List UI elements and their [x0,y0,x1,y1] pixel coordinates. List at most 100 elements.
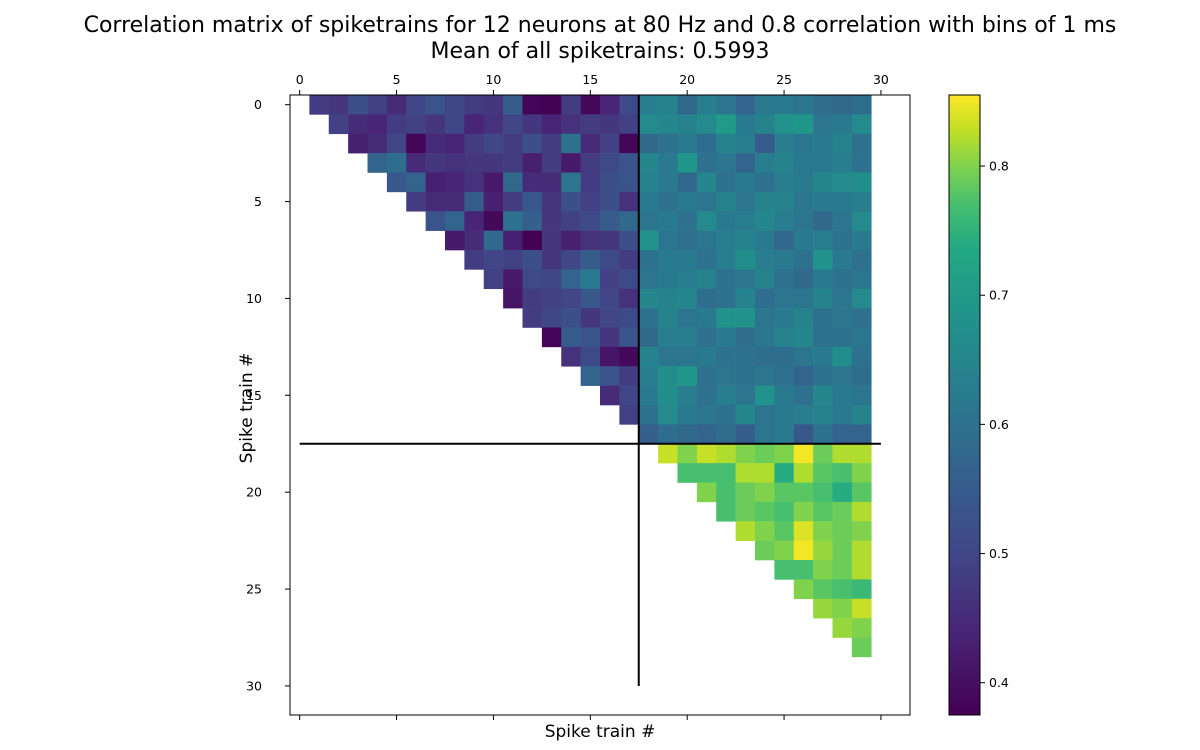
heatmap-cell [716,95,736,115]
heatmap-cell [600,153,620,173]
heatmap-cell [600,250,620,270]
heatmap-cell [367,114,388,135]
heatmap-cell [445,153,465,173]
heatmap-cell [638,308,659,328]
heatmap-cell [851,521,872,541]
heatmap-cell [658,114,678,135]
heatmap-cell [774,153,795,173]
heatmap-cell [813,598,833,619]
heatmap-cell [851,560,872,580]
heatmap-cell [793,579,814,600]
heatmap-cell [793,114,814,135]
heatmap-cell [561,346,581,367]
heatmap-cell [406,114,426,135]
heatmap-cell [561,95,581,115]
heatmap-cell [638,250,659,270]
heatmap-cell [832,327,853,348]
chart-subtitle: Mean of all spiketrains: 0.5993 [431,39,770,64]
heatmap-cell [696,269,717,290]
heatmap-cell [851,133,872,154]
heatmap-cell [367,95,388,115]
heatmap-cell [367,133,388,154]
heatmap-cell [638,405,659,425]
heatmap-cell [600,95,620,115]
heatmap-cell [851,501,872,522]
heatmap-cell [600,366,620,386]
y-tick-label: 5 [254,194,262,209]
heatmap-cell [658,308,678,328]
heatmap-cell [541,308,562,328]
heatmap-cell [774,424,795,445]
heatmap-cell [735,385,756,406]
heatmap-cell [696,211,717,231]
heatmap-cell [483,153,504,173]
heatmap-cell [561,230,581,251]
heatmap-cell [677,463,698,483]
heatmap-cell [755,327,775,348]
heatmap-cell [774,560,795,580]
heatmap-cell [638,346,659,367]
heatmap-cell [483,95,504,115]
heatmap-cell [735,269,756,290]
x-tick-label: 25 [776,72,792,87]
heatmap-cell [696,308,717,328]
x-axis-ticks: 0 5 10 15 20 25 30 [296,72,889,720]
heatmap-cell [832,540,853,561]
heatmap-cell [716,133,736,154]
heatmap-cell [774,540,795,561]
heatmap-cell [600,327,620,348]
heatmap-cell [696,288,717,309]
heatmap-cell [503,288,523,309]
heatmap-cell [600,230,620,251]
heatmap-cell [677,95,698,115]
heatmap-cell [774,443,795,464]
heatmap-cell [445,172,465,193]
heatmap-cell [832,405,853,425]
heatmap-cell [716,269,736,290]
heatmap-cell [522,288,543,309]
heatmap-cell [832,153,853,173]
heatmap-cell [580,346,601,367]
heatmap-cell [735,288,756,309]
heatmap-cell [793,230,814,251]
x-tick-label: 15 [582,72,598,87]
heatmap-cell [832,560,853,580]
colorbar-tick-label: 0.5 [989,546,1009,561]
heatmap-cell [755,269,775,290]
heatmap-cell [561,269,581,290]
heatmap-cell [464,191,485,212]
heatmap-cell [716,443,736,464]
heatmap-cell [774,269,795,290]
heatmap-cell [735,191,756,212]
heatmap-cell [832,288,853,309]
heatmap-cell [367,153,388,173]
heatmap-cells [309,95,872,658]
heatmap-cell [425,114,446,135]
heatmap-cell [716,366,736,386]
heatmap-cell [386,95,407,115]
heatmap-cell [735,250,756,270]
heatmap-cell [638,95,659,115]
heatmap-cell [851,269,872,290]
heatmap-cell [851,288,872,309]
heatmap-cell [696,424,717,445]
heatmap-cell [696,250,717,270]
heatmap-cell [813,443,833,464]
heatmap-cell [483,114,504,135]
heatmap-cell [561,153,581,173]
heatmap-cell [832,95,853,115]
heatmap-cell [832,424,853,445]
heatmap-cell [503,114,523,135]
heatmap-cell [658,269,678,290]
heatmap-cell [793,327,814,348]
y-tick-label: 20 [246,485,262,500]
heatmap-cell [425,172,446,193]
heatmap-cell [735,521,756,541]
heatmap-cell [735,346,756,367]
heatmap-cell [793,385,814,406]
heatmap-cell [638,385,659,406]
heatmap-cell [386,114,407,135]
heatmap-cell [522,172,543,193]
heatmap-cell [677,153,698,173]
